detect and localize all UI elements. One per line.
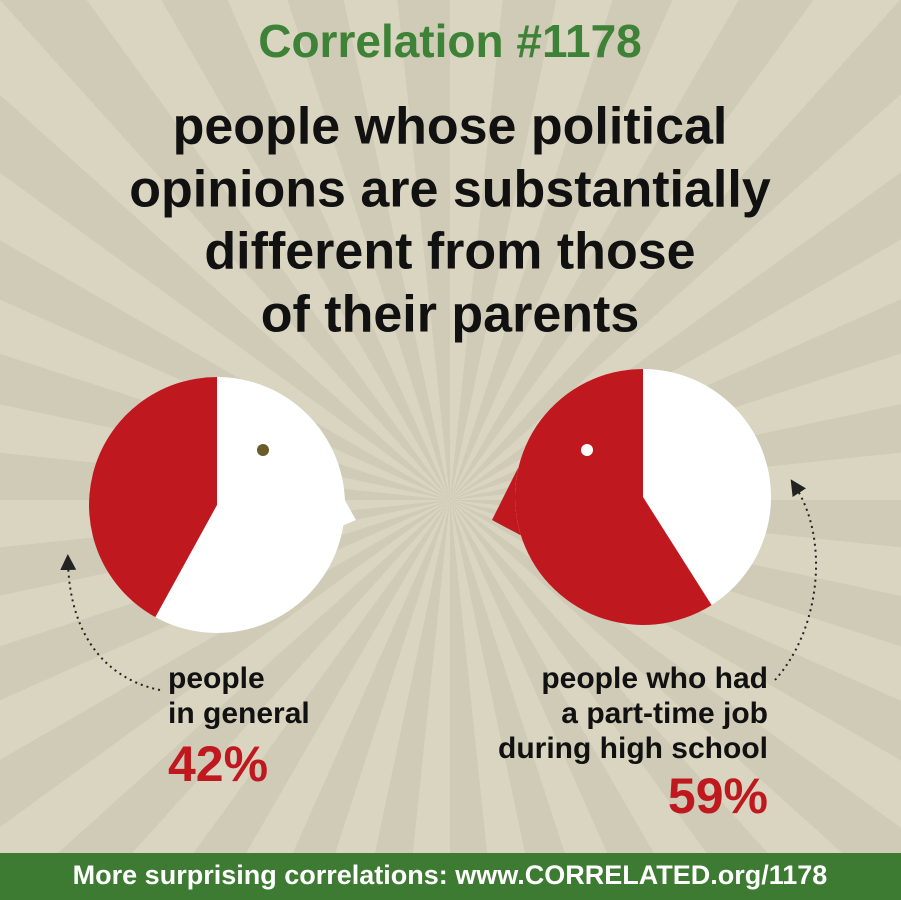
- footer: More surprising correlations: www.CORREL…: [73, 860, 828, 890]
- pie-label: in general: [168, 697, 310, 730]
- value-label: 59%: [668, 768, 768, 824]
- eye: [257, 444, 269, 456]
- arrow: [60, 554, 161, 691]
- pie-label: during high school: [498, 732, 768, 765]
- headline-line: people whose political: [173, 98, 728, 156]
- headline-line: different from those: [204, 223, 695, 281]
- beak: [492, 468, 522, 536]
- pie-label: people: [168, 662, 265, 695]
- arrow: [774, 479, 818, 681]
- title: Correlation #1178: [258, 15, 642, 67]
- eye: [581, 444, 593, 456]
- headline-line: of their parents: [261, 286, 640, 344]
- headline-line: opinions are substantially: [129, 161, 771, 219]
- pie-label: people who had: [541, 662, 768, 695]
- value-label: 42%: [168, 736, 268, 792]
- pie-slice: [515, 369, 712, 625]
- pie-label: a part-time job: [561, 697, 768, 730]
- footer-band: [0, 853, 901, 900]
- pie-slice: [89, 377, 217, 618]
